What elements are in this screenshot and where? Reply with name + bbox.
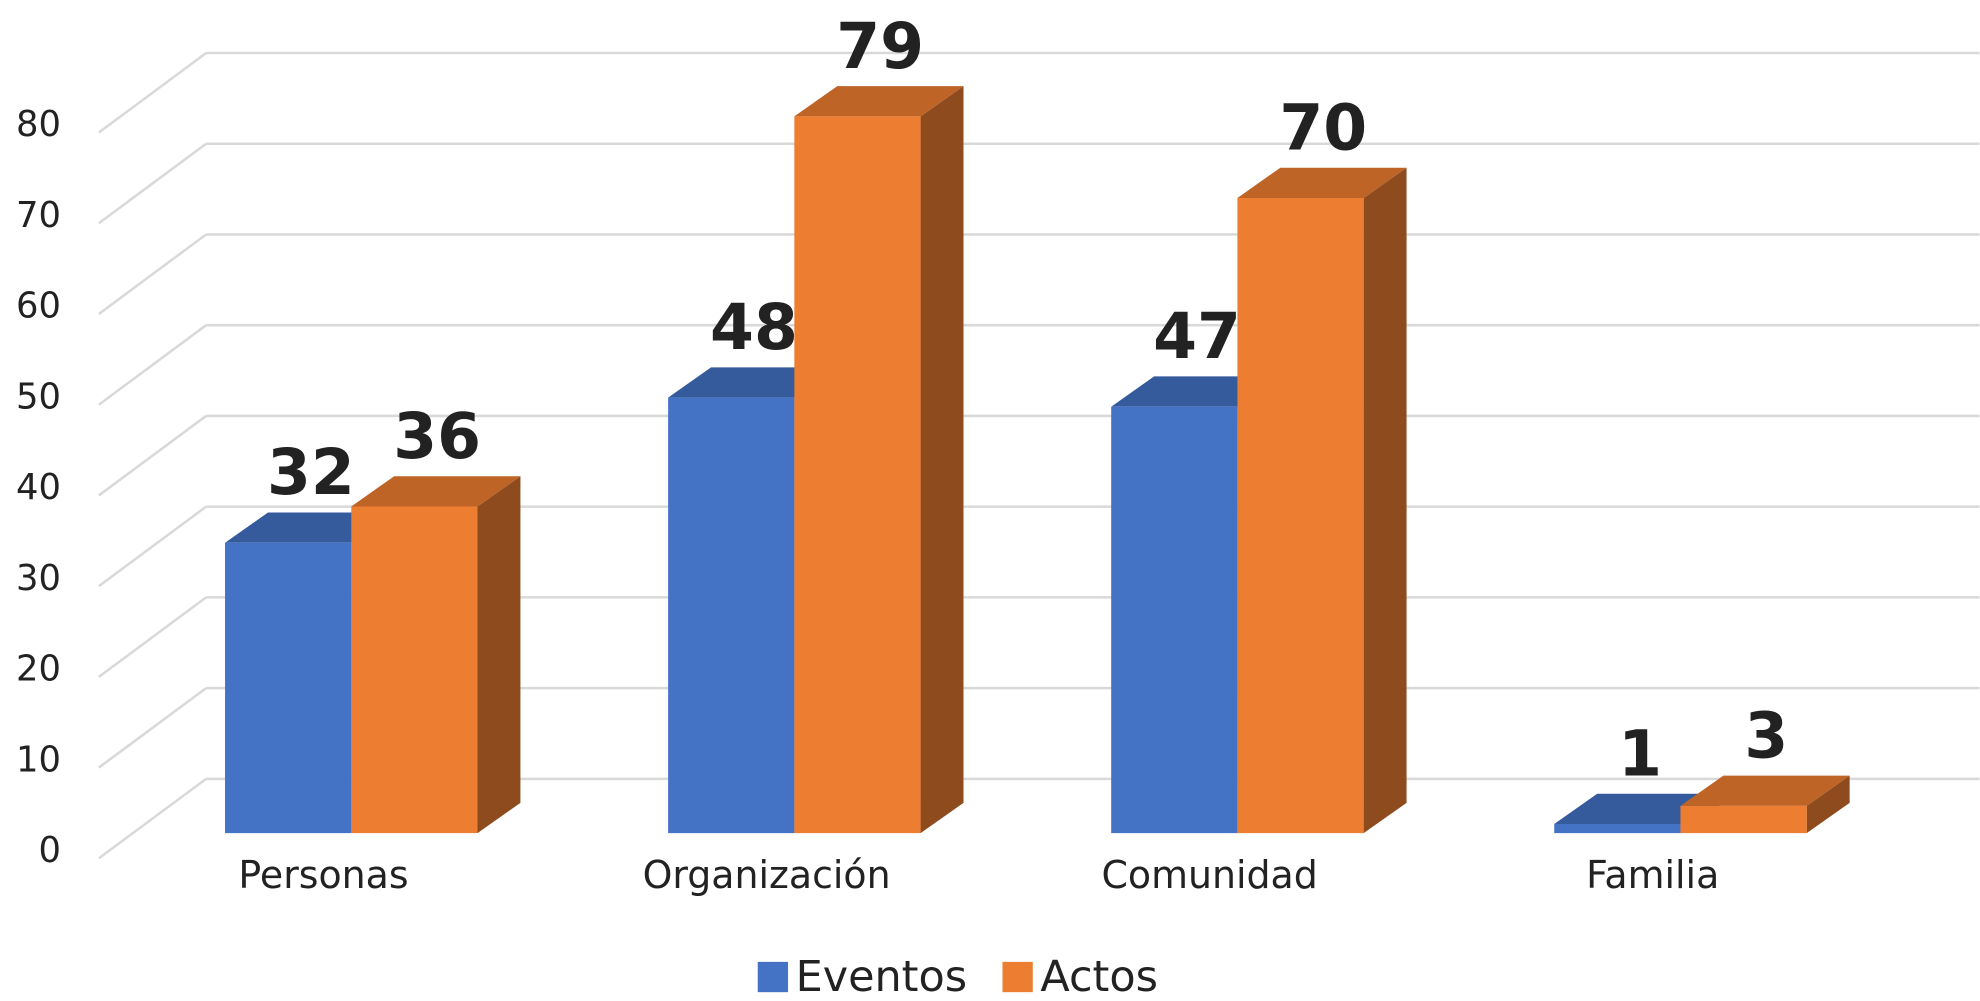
bar [1680, 775, 1850, 834]
grid-line [98, 233, 207, 316]
bar-face [668, 397, 795, 834]
data-label: 70 [1279, 90, 1367, 164]
y-tick-label: 50 [16, 376, 61, 417]
grid-line [98, 596, 207, 678]
bar [351, 476, 521, 834]
bar-face [794, 116, 921, 834]
grid-line [98, 52, 207, 134]
y-tick-label: 10 [16, 739, 61, 780]
grid-line [98, 142, 207, 225]
data-label: 32 [267, 435, 355, 509]
bar-face [1680, 805, 1807, 834]
bar-face [1111, 406, 1238, 834]
data-label: 36 [393, 399, 481, 473]
data-label: 3 [1744, 698, 1788, 772]
y-tick-label: 40 [16, 467, 61, 508]
bar-face [1363, 167, 1407, 834]
y-tick-label: 70 [16, 195, 61, 236]
bar-face [351, 506, 478, 834]
y-tick-label: 30 [16, 558, 61, 599]
bar-face [1680, 775, 1850, 806]
bar-face [351, 476, 521, 507]
bar-face [225, 542, 352, 834]
grid-line [98, 505, 207, 588]
grid-line [98, 324, 207, 406]
grid-line [98, 777, 207, 860]
data-label: 1 [1618, 716, 1662, 790]
data-label: 48 [710, 290, 798, 364]
data-label: 47 [1153, 299, 1241, 373]
bar-face [1237, 198, 1364, 834]
y-tick-label: 60 [16, 286, 61, 327]
bar [794, 86, 964, 834]
x-tick-label: Familia [1586, 853, 1719, 897]
legend-swatch [1002, 961, 1033, 993]
y-tick-label: 20 [16, 649, 61, 690]
data-label: 79 [836, 9, 924, 83]
x-tick-label: Comunidad [1102, 853, 1318, 897]
bar [1237, 167, 1407, 834]
bar-face [920, 86, 964, 834]
x-tick-label: Personas [238, 853, 408, 897]
grid-line [98, 687, 207, 769]
legend-label: Actos [1040, 952, 1158, 1001]
grid-line [98, 414, 207, 497]
y-tick-label: 0 [38, 830, 60, 871]
bar-face [794, 86, 964, 117]
bar-face [1554, 824, 1681, 834]
bar-face [477, 476, 521, 834]
legend-swatch [757, 961, 789, 993]
y-tick-label: 80 [16, 104, 61, 145]
bar-face [1237, 167, 1407, 199]
legend-label: Eventos [796, 952, 968, 1001]
bar-face [1806, 775, 1850, 834]
x-tick-label: Organización [643, 853, 891, 897]
